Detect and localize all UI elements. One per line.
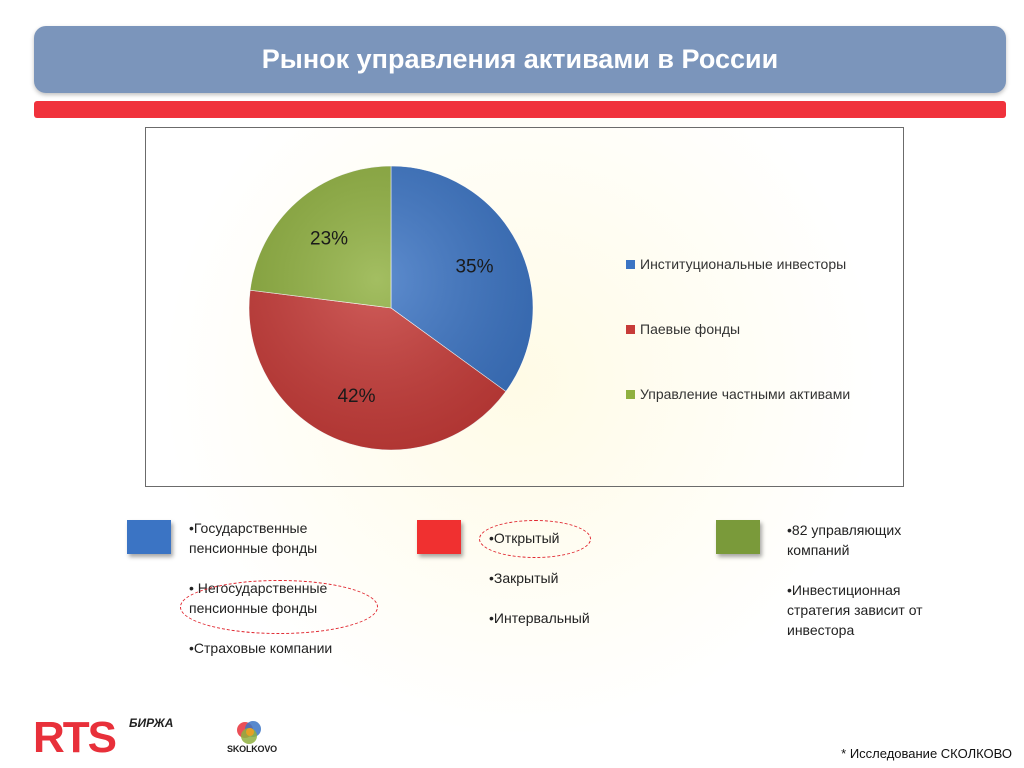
legend-entry: Паевые фонды bbox=[640, 321, 740, 337]
red-square-marker bbox=[417, 520, 461, 554]
legend-swatch bbox=[626, 390, 635, 399]
title-bar: Рынок управления активами в России bbox=[34, 26, 1006, 93]
legend-swatch bbox=[626, 325, 635, 334]
blue-square-marker bbox=[127, 520, 171, 554]
list-item: •Инвестиционная стратегия зависит от инв… bbox=[787, 582, 923, 638]
highlight-oval-open bbox=[479, 520, 591, 558]
list-item: •Интервальный bbox=[489, 610, 590, 626]
legend-entry: Институциональные инвесторы bbox=[640, 256, 846, 272]
list-item: •Страховые компании bbox=[189, 640, 333, 656]
pie-chart: 35% 42% 23% Институциональные инвесторы Пае… bbox=[248, 165, 850, 451]
svg-text:RTS: RTS bbox=[33, 714, 116, 758]
list-item: •82 управляющих компаний bbox=[787, 522, 902, 558]
slice-label: 35% bbox=[455, 256, 493, 277]
skolkovo-logo bbox=[237, 721, 261, 744]
chart-frame: 35% 42% 23% Институциональные инвесторы Пае… bbox=[145, 127, 904, 487]
slice-label: 23% bbox=[310, 229, 348, 250]
footnote: * Исследование СКОЛКОВО bbox=[841, 746, 1012, 761]
list-item: •Государственные пенсионные фонды bbox=[189, 520, 318, 556]
list-item: •Закрытый bbox=[489, 570, 559, 586]
column-private-assets: •82 управляющих компаний •Инвестиционная… bbox=[787, 520, 957, 660]
green-square-marker bbox=[716, 520, 760, 554]
skolkovo-label: SKOLKOVO bbox=[227, 744, 277, 754]
rts-logo: RTS bbox=[33, 714, 118, 758]
red-divider bbox=[34, 101, 1006, 118]
highlight-oval-npf bbox=[180, 580, 378, 634]
pie-shading bbox=[249, 166, 533, 450]
birzha-label: БИРЖА bbox=[129, 716, 174, 730]
legend-entry: Управление частными активами bbox=[640, 386, 850, 402]
slice-label: 42% bbox=[337, 386, 375, 407]
legend-swatch bbox=[626, 260, 635, 269]
page-title: Рынок управления активами в России bbox=[261, 44, 779, 74]
